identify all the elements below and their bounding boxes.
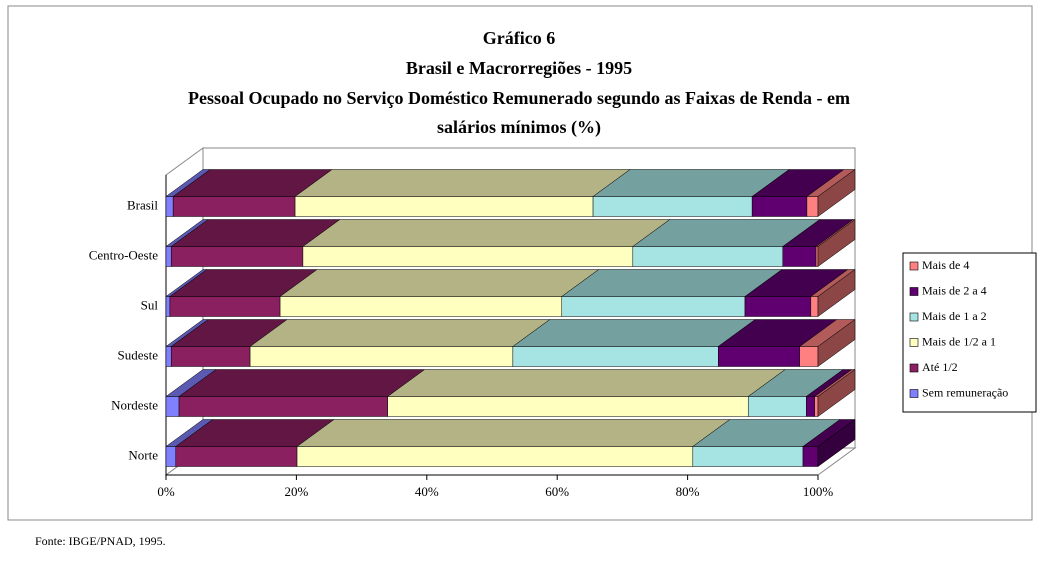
chart-title: salários mínimos (%) [437, 117, 601, 138]
bar-top [279, 269, 600, 297]
bar [296, 446, 694, 467]
bar-top [296, 419, 731, 447]
bar [692, 446, 804, 467]
bar [744, 296, 812, 317]
bar [782, 246, 817, 267]
bar [815, 246, 819, 267]
bar [561, 296, 746, 317]
y-tick-label: Brasil [127, 197, 158, 212]
y-tick-label: Sul [141, 297, 159, 312]
bar-side [817, 419, 856, 467]
bar-top [560, 269, 783, 297]
bar [806, 196, 819, 217]
bar [302, 246, 634, 267]
bar-side [817, 369, 856, 417]
bar [165, 346, 172, 367]
bar-top [178, 369, 426, 397]
bar [810, 296, 819, 317]
bar [387, 396, 749, 417]
x-tick-label: 60% [545, 484, 569, 499]
bar [249, 346, 514, 367]
legend-swatch [909, 261, 919, 271]
bar [632, 246, 784, 267]
bar [169, 296, 281, 317]
legend-label: Mais de 4 [922, 258, 969, 272]
bar [806, 396, 815, 417]
bar [751, 196, 808, 217]
bar [592, 196, 753, 217]
x-tick-label: 80% [676, 484, 700, 499]
bar [294, 196, 594, 217]
chart-title: Brasil e Macrorregiões - 1995 [406, 58, 632, 78]
x-tick-label: 100% [803, 484, 834, 499]
bar-side [817, 169, 856, 217]
y-tick-label: Centro-Oeste [89, 247, 159, 262]
bar [165, 196, 174, 217]
bar-side [817, 319, 856, 367]
bar [799, 346, 819, 367]
legend-label: Mais de 2 a 4 [922, 283, 987, 297]
x-tick-label: 40% [415, 484, 439, 499]
legend-label: Mais de 1/2 a 1 [922, 334, 996, 348]
bar [178, 396, 388, 417]
bar-side [817, 219, 856, 267]
bar-top [386, 369, 787, 397]
bar [279, 296, 563, 317]
bar [747, 396, 807, 417]
bar [814, 396, 819, 417]
source-note: Fonte: IBGE/PNAD, 1995. [35, 534, 166, 548]
bar [165, 396, 180, 417]
bar [175, 446, 298, 467]
legend-label: Mais de 1 a 2 [922, 309, 987, 323]
bar [172, 196, 296, 217]
bar-top [302, 219, 671, 247]
y-tick-label: Sudeste [118, 347, 159, 362]
legend-swatch [909, 312, 919, 322]
bar-top [294, 169, 631, 197]
bar [165, 246, 172, 267]
legend-swatch [909, 389, 919, 398]
bar [512, 346, 719, 367]
bar-top [512, 319, 757, 347]
bar-top [249, 319, 551, 347]
bar [717, 346, 800, 367]
legend-swatch [909, 338, 919, 347]
bar [165, 446, 177, 467]
bar [170, 246, 304, 267]
y-tick-label: Nordeste [111, 397, 158, 412]
chart-title: Gráfico 6 [483, 28, 555, 48]
bar [170, 346, 251, 367]
bar [802, 446, 819, 467]
legend-label: Até 1/2 [922, 360, 958, 374]
y-tick-label: Norte [128, 447, 158, 462]
chart-title: Pessoal Ocupado no Serviço Doméstico Rem… [188, 88, 850, 108]
x-tick-label: 20% [284, 484, 308, 499]
bar [165, 296, 171, 317]
legend-swatch [909, 287, 919, 296]
bar-side [817, 269, 856, 317]
legend-swatch [909, 363, 919, 373]
legend-box [902, 252, 1037, 413]
legend-label: Sem remuneração [922, 385, 1008, 399]
x-tick-label: 0% [157, 484, 175, 499]
